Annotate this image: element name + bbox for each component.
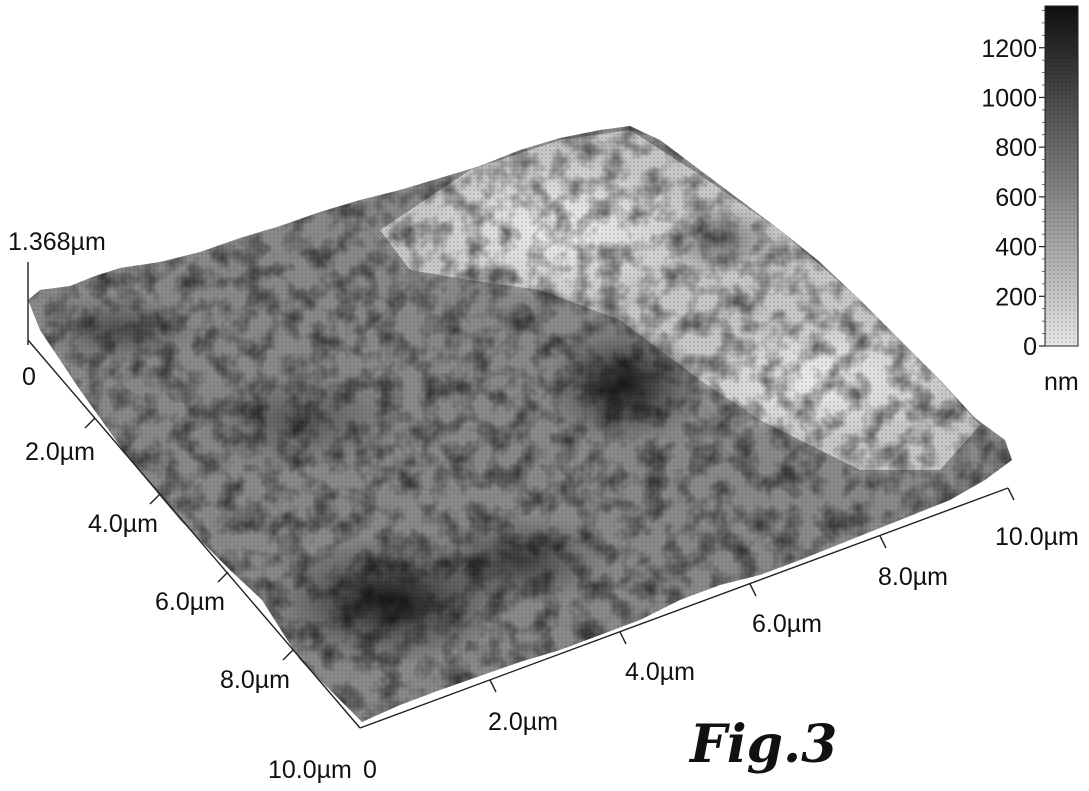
z-max-label: 1.368µm bbox=[8, 228, 106, 256]
surface-dither bbox=[28, 126, 1012, 722]
y-axis-tick-4 bbox=[149, 493, 161, 505]
y-tick-label: 0 bbox=[22, 363, 36, 391]
x-axis-tick-10 bbox=[1007, 487, 1015, 501]
surface-plot bbox=[28, 126, 1012, 722]
x-tick-label: 6.0µm bbox=[752, 610, 822, 638]
y-tick-label: 10.0µm bbox=[268, 756, 352, 784]
y-axis-line bbox=[27, 339, 361, 729]
x-axis-tick-4 bbox=[619, 631, 627, 645]
y-tick-label: 4.0µm bbox=[88, 510, 158, 538]
y-axis-tick-6 bbox=[217, 571, 229, 583]
x-tick-label: 4.0µm bbox=[625, 658, 695, 686]
colorbar-tick-label: 1200 bbox=[981, 35, 1037, 63]
y-axis-tick-8 bbox=[282, 649, 294, 661]
colorbar-tick-label: 200 bbox=[995, 283, 1037, 311]
x-axis-ticks: 0 2.0µm 4.0µm 6.0µm 8.0µm 10.0µm bbox=[363, 523, 1079, 784]
x-axis-tick-2 bbox=[489, 679, 497, 693]
y-tick-label: 8.0µm bbox=[220, 666, 290, 694]
y-axis-ticks: 0 2.0µm 4.0µm 6.0µm 8.0µm 10.0µm bbox=[22, 363, 352, 784]
colorbar-ticks: 0 200 400 600 800 1000 1200 bbox=[981, 10, 1045, 361]
colorbar-tick-label: 400 bbox=[995, 234, 1037, 262]
x-tick-label: 10.0µm bbox=[995, 523, 1079, 551]
x-axis-tick-6 bbox=[749, 583, 757, 597]
x-axis-tick-8 bbox=[879, 535, 887, 549]
x-tick-label: 2.0µm bbox=[488, 708, 558, 736]
colorbar-tick-label: 0 bbox=[1023, 333, 1037, 361]
colorbar-unit: nm bbox=[1044, 368, 1079, 396]
colorbar-border bbox=[1044, 5, 1079, 347]
colorbar-tick-label: 1000 bbox=[981, 84, 1037, 112]
colorbar-dither bbox=[1045, 6, 1078, 346]
y-axis-tick-2 bbox=[84, 417, 96, 429]
y-tick-label: 2.0µm bbox=[25, 438, 95, 466]
colorbar-tick-label: 800 bbox=[995, 134, 1037, 162]
axes-frame bbox=[27, 262, 1015, 729]
figure-label: Fig.3 bbox=[688, 714, 837, 775]
colorbar: 0 200 400 600 800 1000 1200 nm bbox=[981, 5, 1079, 396]
y-tick-label: 6.0µm bbox=[155, 588, 225, 616]
x-origin-label: 0 bbox=[363, 756, 377, 784]
x-axis-line bbox=[359, 487, 1009, 729]
x-tick-label: 8.0µm bbox=[878, 563, 948, 591]
colorbar-tick-label: 600 bbox=[995, 184, 1037, 212]
